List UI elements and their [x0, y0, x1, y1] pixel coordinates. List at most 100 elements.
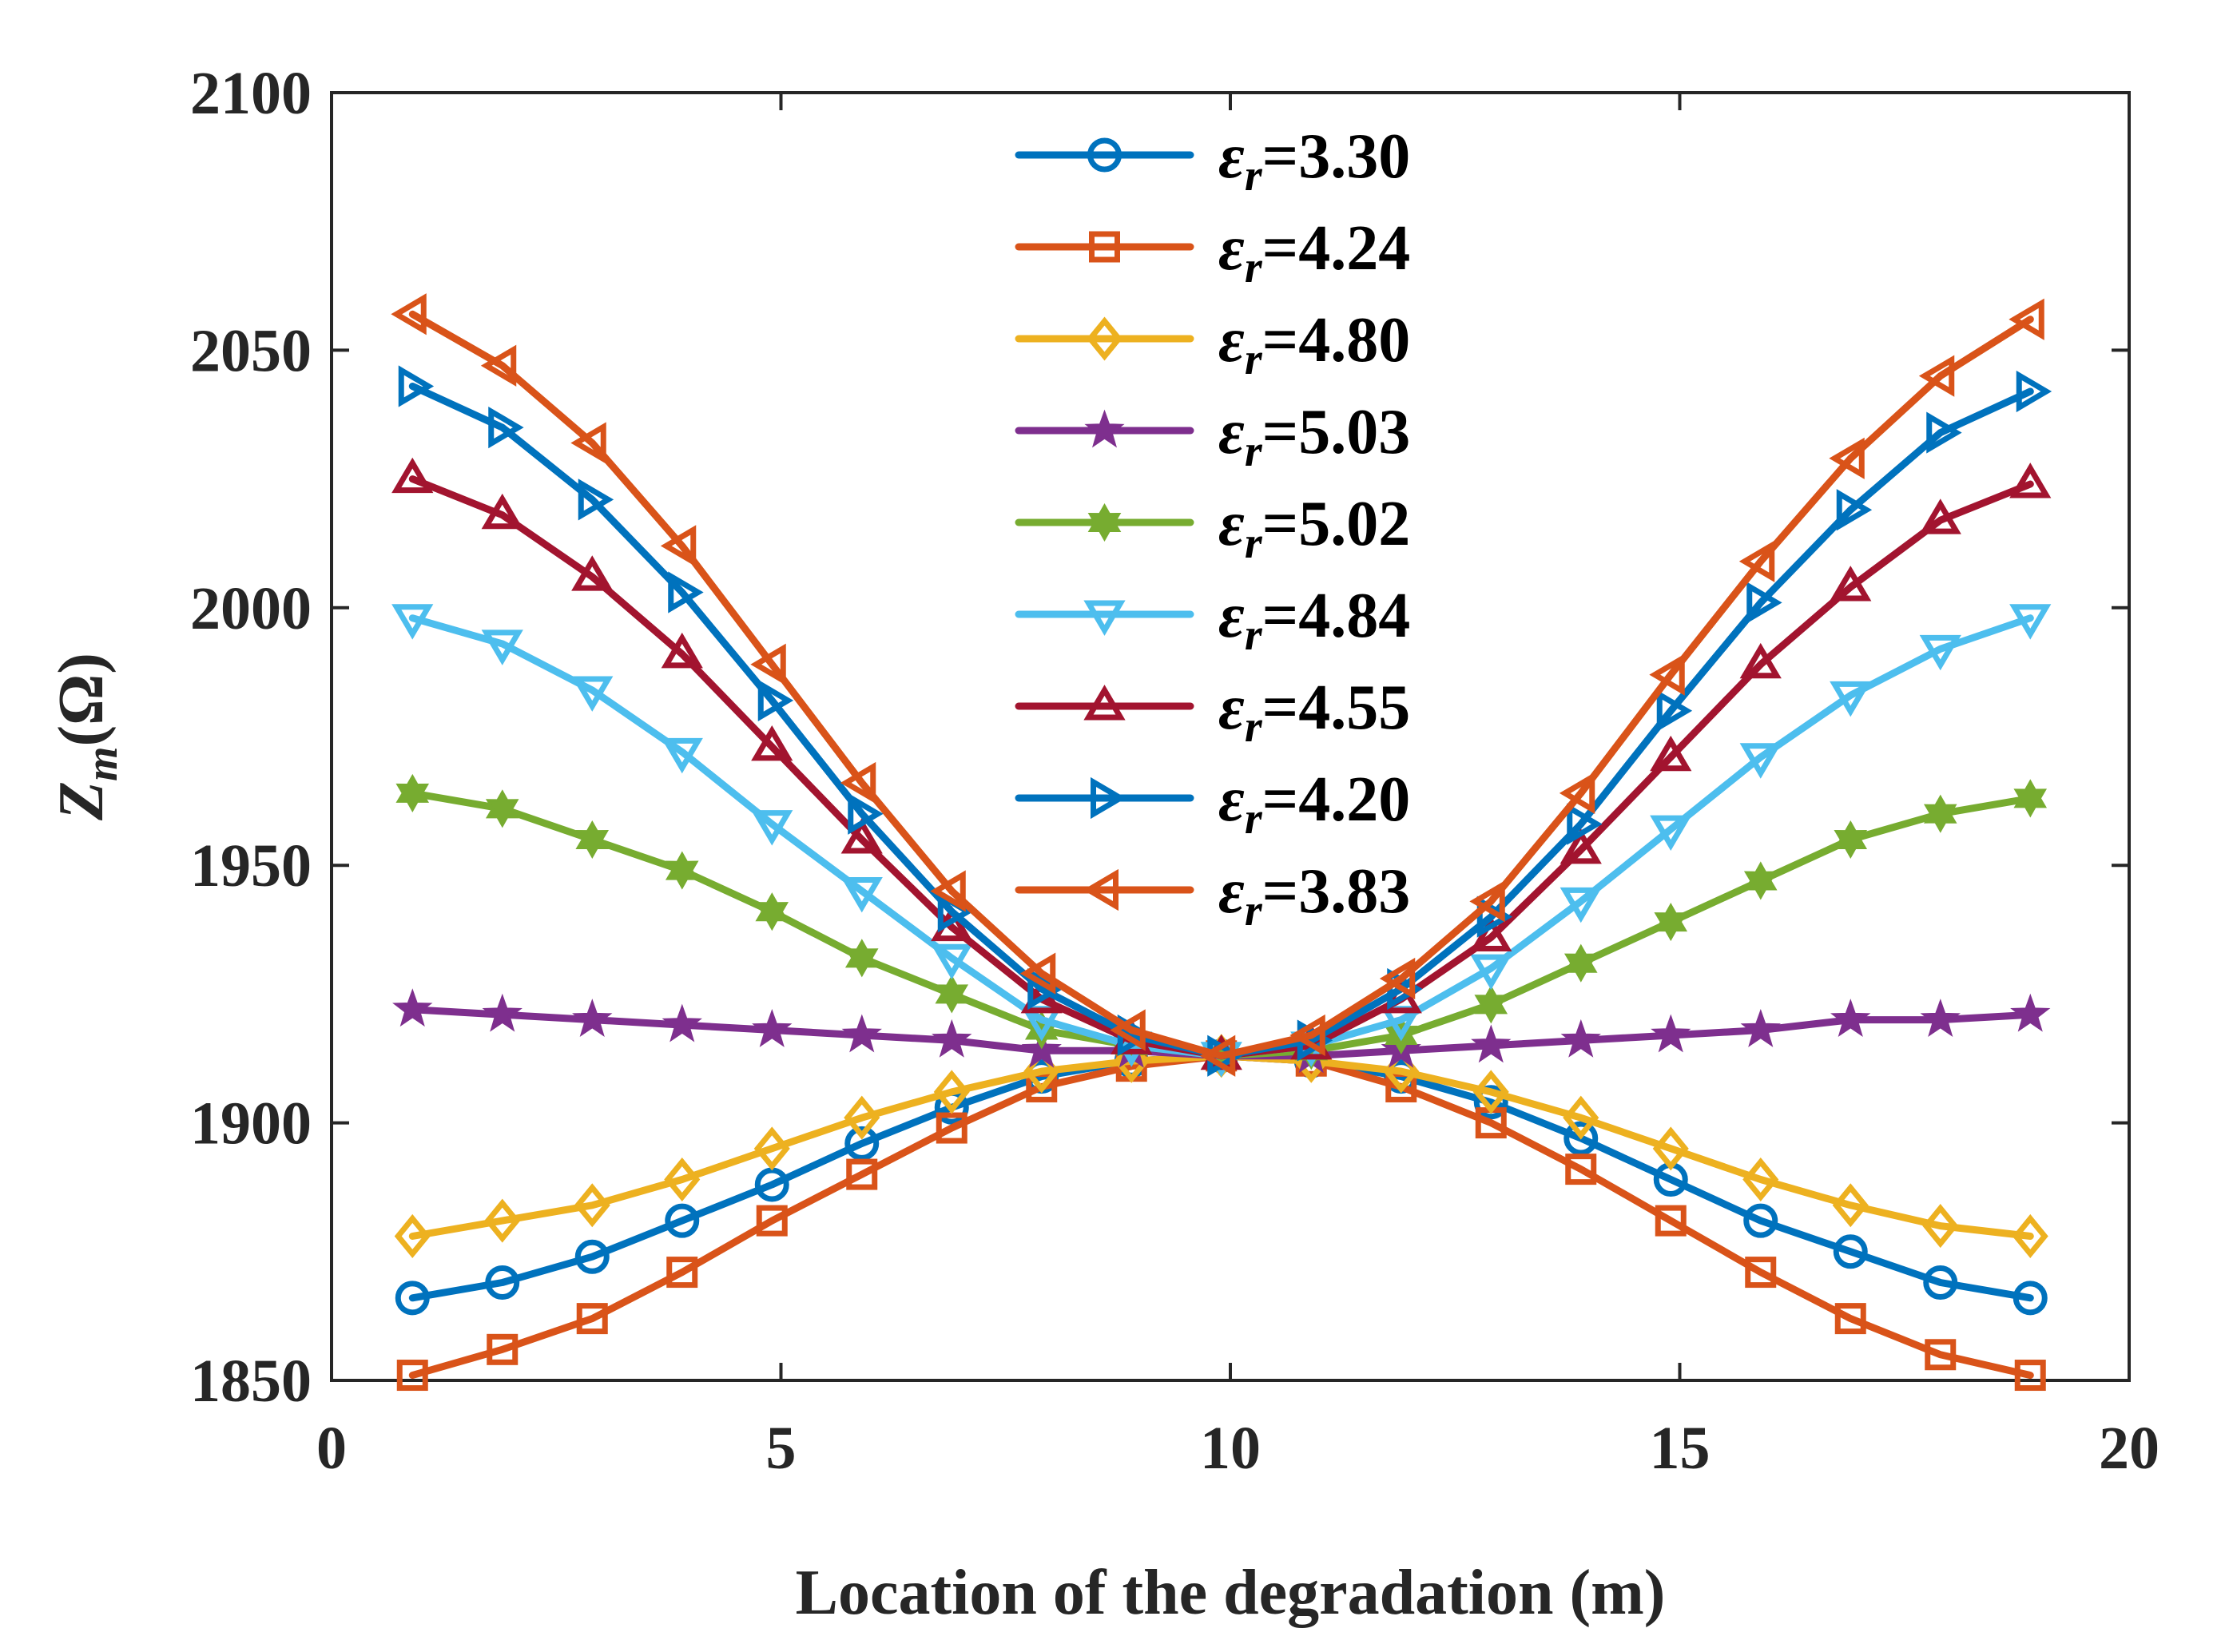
- data-point-triangle-left: [1469, 880, 1505, 923]
- data-point-diamond: [1742, 1158, 1779, 1202]
- legend-entry: εr=5.02: [1015, 489, 1411, 568]
- data-point-triangle-left: [1289, 1014, 1325, 1057]
- legend-label-value: =5.02: [1262, 489, 1411, 559]
- data-point-star: [662, 1003, 702, 1042]
- data-point-diamond: [753, 1126, 790, 1171]
- data-point-hexagram: [2013, 779, 2048, 818]
- legend-label-value: =5.03: [1262, 397, 1411, 467]
- data-point-triangle-right: [757, 679, 794, 721]
- x-tick-label: 10: [1200, 1415, 1261, 1482]
- data-point-triangle-left: [391, 293, 427, 336]
- data-point-star: [1740, 1009, 1781, 1047]
- data-point-star: [841, 1014, 882, 1053]
- legend-label-subscript: r: [1245, 886, 1263, 935]
- legend-entry: εr=4.24: [1015, 213, 1410, 292]
- data-point-circle: [1743, 1203, 1778, 1238]
- data-point-circle: [574, 1239, 610, 1274]
- legend-entry: εr=4.20: [1015, 764, 1410, 844]
- legend-label-value: =4.80: [1262, 305, 1411, 375]
- legend-label-symbol: ε: [1218, 397, 1245, 467]
- y-axis-ticks: 1850 1900 1950 2000 2050 2100: [190, 60, 2129, 1415]
- data-point-triangle-down: [2009, 604, 2052, 640]
- data-point-hexagram: [665, 851, 699, 890]
- data-point-hexagram: [844, 939, 879, 978]
- data-point-triangle-down: [661, 737, 703, 774]
- data-point-circle: [1833, 1234, 1868, 1269]
- data-point-square: [756, 1205, 788, 1237]
- legend-marker-triangle-up: [1083, 685, 1126, 721]
- legend-label-subscript: r: [1245, 702, 1263, 752]
- data-point-star: [752, 1009, 793, 1047]
- y-axis-label: Zm(Ω): [46, 653, 127, 821]
- legend-label-subscript: r: [1245, 243, 1263, 292]
- series-line: [408, 310, 2034, 1060]
- data-point-triangle-up: [1470, 915, 1512, 951]
- y-axis-label-symbol: Z: [46, 781, 117, 821]
- series-eps-r-3.83: [391, 293, 2044, 1077]
- data-point-triangle-up: [1830, 566, 1872, 602]
- data-point-circle: [844, 1126, 880, 1161]
- data-point-triangle-down: [1470, 954, 1512, 991]
- data-point-diamond: [844, 1095, 880, 1140]
- data-point-hexagram: [575, 820, 610, 860]
- data-point-diamond: [1832, 1183, 1869, 1228]
- y-axis-label-subscript: m: [77, 746, 127, 781]
- legend-entry: εr=4.84: [1015, 581, 1411, 660]
- data-point-square: [1655, 1205, 1687, 1237]
- data-point-circle: [1923, 1265, 1958, 1300]
- legend-entry: εr=3.30: [1015, 121, 1410, 201]
- data-point-hexagram: [395, 773, 430, 812]
- legend-label: εr=3.83: [1218, 856, 1410, 935]
- data-point-triangle-down: [1560, 887, 1602, 923]
- data-point-triangle-down: [840, 876, 883, 913]
- data-point-square: [1565, 1154, 1597, 1185]
- data-point-diamond: [1922, 1204, 1959, 1249]
- data-point-triangle-right: [1746, 582, 1782, 624]
- legend-marker-circle: [1087, 137, 1122, 173]
- data-point-star: [1471, 1024, 1512, 1063]
- legend-marker-diamond: [1086, 316, 1123, 361]
- data-point-hexagram: [1564, 943, 1598, 983]
- data-point-square: [1745, 1257, 1777, 1289]
- data-point-hexagram: [1923, 794, 1957, 833]
- x-tick-label: 5: [766, 1415, 797, 1482]
- data-point-square: [936, 1112, 968, 1144]
- legend-marker-triangle-down: [1083, 600, 1126, 636]
- data-point-square: [846, 1158, 878, 1190]
- legend-entry: εr=4.55: [1015, 673, 1410, 752]
- data-point-triangle-right: [1476, 895, 1513, 938]
- data-point-triangle-left: [1738, 540, 1775, 582]
- legend-label-subscript: r: [1245, 151, 1263, 201]
- data-point-triangle-left: [1199, 1034, 1236, 1077]
- x-tick-label: 0: [316, 1415, 347, 1482]
- data-point-diamond: [664, 1158, 701, 1202]
- data-point-triangle-left: [750, 643, 786, 685]
- legend-label-subscript: r: [1245, 610, 1263, 660]
- x-axis-ticks: 0 5 10 15 20: [316, 93, 2160, 1482]
- y-tick-label: 1900: [190, 1090, 312, 1158]
- data-point-triangle-right: [848, 792, 884, 835]
- data-point-diamond: [933, 1070, 970, 1114]
- data-point-triangle-left: [1110, 1009, 1146, 1051]
- legend-entry: εr=3.83: [1015, 856, 1410, 935]
- legend-label-value: =4.84: [1262, 581, 1411, 651]
- y-tick-label: 1950: [190, 832, 312, 899]
- data-point-triangle-right: [398, 365, 435, 407]
- legend-label: εr=3.30: [1218, 121, 1410, 201]
- data-point-star: [1920, 999, 1961, 1038]
- data-point-circle: [2013, 1281, 2048, 1316]
- legend-marker-triangle-left: [1083, 868, 1118, 911]
- data-point-triangle-left: [1649, 653, 1685, 696]
- data-point-hexagram: [1743, 861, 1778, 900]
- data-point-diamond: [394, 1213, 431, 1258]
- data-point-triangle-down: [481, 629, 523, 665]
- data-point-triangle-left: [570, 422, 606, 464]
- data-point-hexagram: [485, 789, 519, 828]
- legend-label-subscript: r: [1245, 335, 1263, 384]
- legend-label-symbol: ε: [1218, 305, 1245, 375]
- data-point-triangle-right: [1027, 967, 1063, 1011]
- data-point-diamond: [1652, 1126, 1689, 1171]
- data-point-star: [1651, 1014, 1691, 1053]
- data-point-triangle-right: [2016, 370, 2052, 413]
